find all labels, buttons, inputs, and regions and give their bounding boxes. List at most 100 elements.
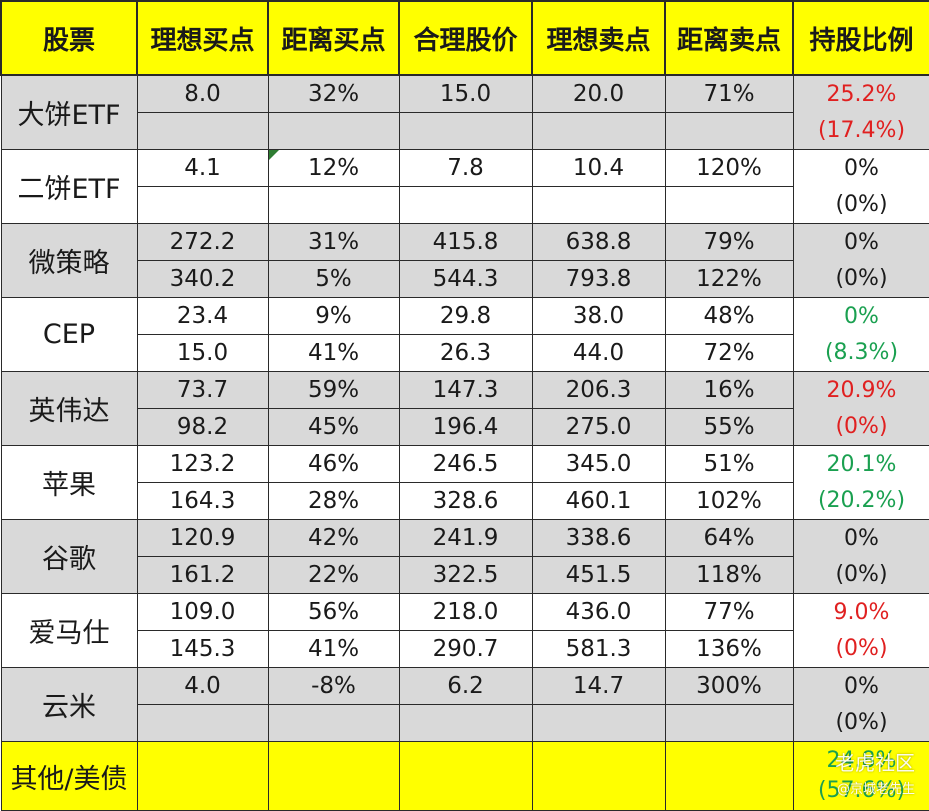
sell-distance-cell: 120%	[665, 150, 793, 187]
stock-name: 二饼ETF	[1, 150, 137, 224]
holding-current: 0%	[794, 521, 929, 557]
ideal-sell-cell: 436.0	[532, 594, 665, 631]
sell-distance-cell: 51%	[665, 446, 793, 483]
header-stock: 股票	[1, 1, 137, 75]
ideal-buy-cell: 15.0	[137, 335, 268, 372]
fair-price-cell: 415.8	[399, 224, 532, 261]
buy-distance-cell: -8%	[268, 668, 399, 705]
ideal-sell-cell	[532, 187, 665, 224]
stock-name: 谷歌	[1, 520, 137, 594]
buy-distance-cell: 46%	[268, 446, 399, 483]
fair-price-cell: 290.7	[399, 631, 532, 668]
buy-distance-cell	[268, 705, 399, 742]
ideal-buy-cell	[137, 705, 268, 742]
holding-previous: (57.6%)	[794, 776, 929, 806]
ideal-buy-cell: 145.3	[137, 631, 268, 668]
sell-distance-cell: 136%	[665, 631, 793, 668]
holding-cell: 0%(8.3%)	[793, 298, 929, 372]
buy-distance-cell: 59%	[268, 372, 399, 409]
stock-name: 微策略	[1, 224, 137, 298]
sell-distance-cell: 300%	[665, 668, 793, 705]
buy-distance-cell	[268, 187, 399, 224]
sell-distance-cell	[665, 705, 793, 742]
stock-name: 云米	[1, 668, 137, 742]
ideal-sell-cell: 581.3	[532, 631, 665, 668]
ideal-buy-cell: 98.2	[137, 409, 268, 446]
empty-cell	[532, 742, 665, 811]
buy-distance-cell: 12%	[268, 150, 399, 187]
other-bonds-name: 其他/美债	[1, 742, 137, 811]
header-fair-price: 合理股价	[399, 1, 532, 75]
buy-distance-cell: 32%	[268, 75, 399, 113]
holding-previous: (0%)	[794, 409, 929, 445]
sell-distance-cell: 48%	[665, 298, 793, 335]
sell-distance-cell: 102%	[665, 483, 793, 520]
ideal-buy-cell: 120.9	[137, 520, 268, 557]
sell-distance-cell: 55%	[665, 409, 793, 446]
stock-name: 英伟达	[1, 372, 137, 446]
stock-name: 大饼ETF	[1, 75, 137, 150]
ideal-sell-cell: 20.0	[532, 75, 665, 113]
ideal-buy-cell: 161.2	[137, 557, 268, 594]
fair-price-cell: 322.5	[399, 557, 532, 594]
ideal-sell-cell: 338.6	[532, 520, 665, 557]
ideal-sell-cell: 638.8	[532, 224, 665, 261]
fair-price-cell	[399, 705, 532, 742]
header-ideal-sell: 理想卖点	[532, 1, 665, 75]
sell-distance-cell: 16%	[665, 372, 793, 409]
ideal-sell-cell: 793.8	[532, 261, 665, 298]
empty-cell	[268, 742, 399, 811]
buy-distance-cell: 5%	[268, 261, 399, 298]
holding-previous: (0%)	[794, 261, 929, 297]
fair-price-cell: 246.5	[399, 446, 532, 483]
holding-cell: 9.0%(0%)	[793, 594, 929, 668]
fair-price-cell: 544.3	[399, 261, 532, 298]
fair-price-cell: 26.3	[399, 335, 532, 372]
ideal-sell-cell: 451.5	[532, 557, 665, 594]
holding-current: 0%	[794, 299, 929, 335]
stock-name: CEP	[1, 298, 137, 372]
ideal-buy-cell: 8.0	[137, 75, 268, 113]
sell-distance-cell: 72%	[665, 335, 793, 372]
sell-distance-cell: 122%	[665, 261, 793, 298]
fair-price-cell	[399, 187, 532, 224]
sell-distance-cell	[665, 187, 793, 224]
holding-previous: (20.2%)	[794, 483, 929, 519]
holding-cell: 0%(0%)	[793, 224, 929, 298]
ideal-sell-cell: 345.0	[532, 446, 665, 483]
ideal-buy-cell	[137, 187, 268, 224]
sell-distance-cell	[665, 113, 793, 150]
ideal-buy-cell: 109.0	[137, 594, 268, 631]
holding-cell: 24.8%(57.6%)	[793, 742, 929, 811]
fair-price-cell: 328.6	[399, 483, 532, 520]
ideal-sell-cell: 14.7	[532, 668, 665, 705]
buy-distance-cell: 41%	[268, 335, 399, 372]
ideal-buy-cell: 164.3	[137, 483, 268, 520]
fair-price-cell: 147.3	[399, 372, 532, 409]
holding-current: 0%	[794, 151, 929, 187]
header-row: 股票 理想买点 距离买点 合理股价 理想卖点 距离卖点 持股比例	[1, 1, 929, 75]
fair-price-cell: 218.0	[399, 594, 532, 631]
empty-cell	[137, 742, 268, 811]
buy-distance-cell: 9%	[268, 298, 399, 335]
ideal-buy-cell: 272.2	[137, 224, 268, 261]
buy-distance-cell	[268, 113, 399, 150]
buy-distance-cell: 28%	[268, 483, 399, 520]
sell-distance-cell: 79%	[665, 224, 793, 261]
ideal-buy-cell	[137, 113, 268, 150]
ideal-buy-cell: 73.7	[137, 372, 268, 409]
holding-cell: 20.1%(20.2%)	[793, 446, 929, 520]
holding-current: 0%	[794, 225, 929, 261]
fair-price-cell: 241.9	[399, 520, 532, 557]
holding-current: 24.8%	[794, 746, 929, 776]
ideal-sell-cell: 460.1	[532, 483, 665, 520]
buy-distance-cell: 45%	[268, 409, 399, 446]
